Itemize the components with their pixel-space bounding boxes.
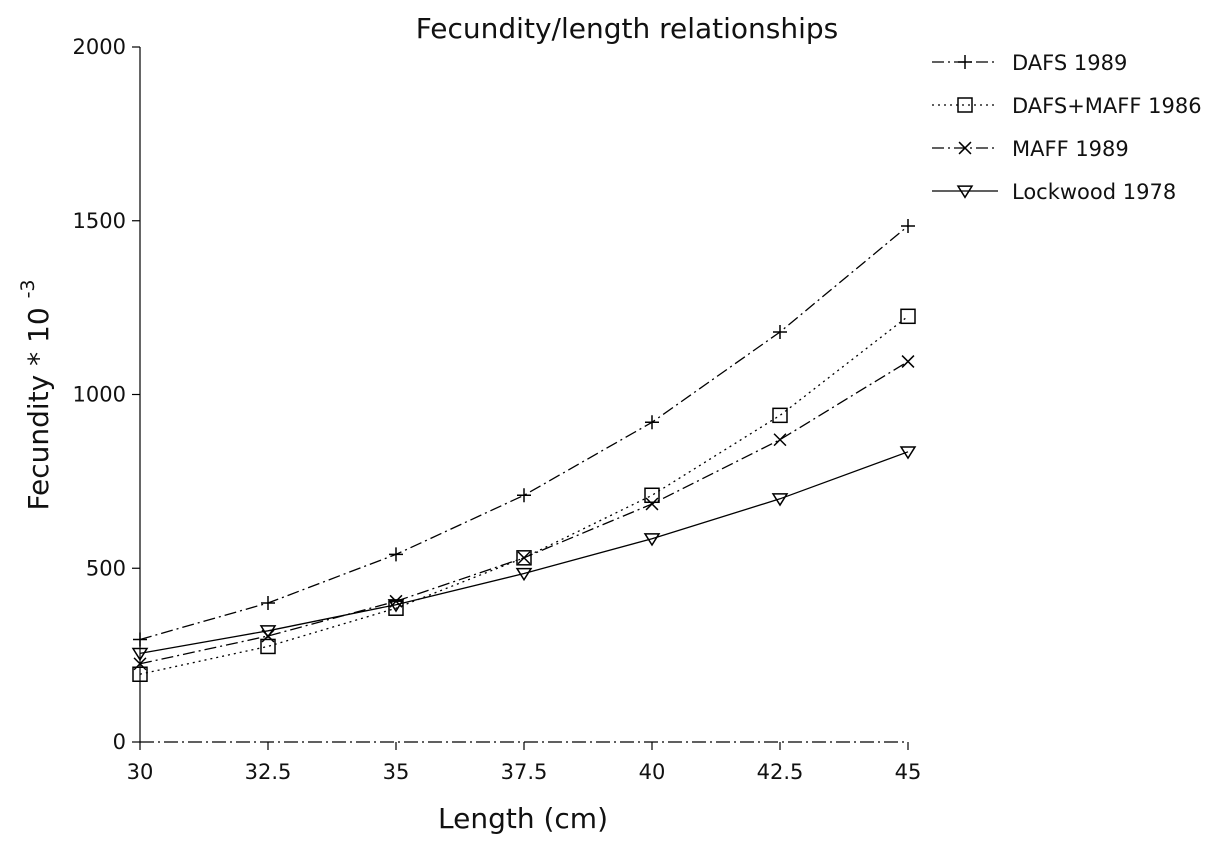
data-point-dafs-maff-1986 [132,666,148,682]
data-point-dafs-1989 [901,218,915,233]
x-tick-label: 45 [895,760,922,784]
legend-label-dafs-maff-1986: DAFS+MAFF 1986 [1012,94,1202,118]
data-point-lockwood-1978 [771,493,789,507]
data-point-dafs-1989 [133,632,147,647]
data-point-dafs-1989 [645,415,659,430]
data-point-maff-1989 [901,355,915,368]
legend-marker-lockwood-1978 [956,185,974,199]
legend-marker-dafs-maff-1986 [957,97,973,113]
x-tick-label: 32.5 [245,760,292,784]
series-line-maff-1989 [139,360,909,665]
data-point-dafs-1989 [389,547,403,562]
x-axis-title: Length (cm) [438,802,608,835]
x-tick-label: 35 [383,760,410,784]
data-point-dafs-1989 [773,324,787,339]
data-point-maff-1989 [517,551,531,565]
series-line-dafs-1989 [139,225,909,641]
axes: 0 500 1000 1500 2000 30 32.5 35 37.5 40 42.5 45 [73,35,922,784]
legend-marker-maff-1989 [958,141,972,155]
series-maff-1989 [133,355,915,671]
data-point-dafs-maff-1986 [900,308,916,325]
data-point-lockwood-1978 [387,599,405,613]
data-point-maff-1989 [645,497,659,511]
y-tick-label: 500 [86,556,126,580]
data-point-lockwood-1978 [899,446,917,460]
y-tick-label: 2000 [73,35,126,59]
x-tick-label: 42.5 [757,760,804,784]
data-point-dafs-1989 [517,488,531,503]
y-axis-title-group: Fecundity * 10 -3 [17,279,55,510]
legend-label-lockwood-1978: Lockwood 1978 [1012,180,1176,204]
data-point-lockwood-1978 [259,625,277,639]
data-point-dafs-maff-1986 [516,550,532,566]
data-point-dafs-maff-1986 [772,407,788,424]
chart-title: Fecundity/length relationships [416,12,839,45]
y-tick-label: 1000 [73,383,126,407]
y-axis-title-base: Fecundity * 10 [22,307,55,510]
legend-item-dafs-1989: DAFS 1989 [932,51,1127,75]
legend-item-lockwood-1978: Lockwood 1978 [932,180,1176,204]
y-tick-label: 1500 [73,209,126,233]
series-line-lockwood-1978 [139,451,909,655]
legend-label-dafs-1989: DAFS 1989 [1012,51,1127,75]
x-tick-label: 40 [639,760,666,784]
data-point-maff-1989 [773,433,787,447]
legend-item-dafs-maff-1986: DAFS+MAFF 1986 [932,94,1202,118]
y-axis-title-exponent: -3 [17,279,39,298]
legend-label-maff-1989: MAFF 1989 [1012,137,1129,161]
series-layer [131,218,917,682]
legend-item-maff-1989: MAFF 1989 [932,137,1129,161]
series-lockwood-1978 [131,446,917,662]
data-point-dafs-maff-1986 [644,487,660,504]
legend: DAFS 1989 DAFS+MAFF 1986 MAFF 1989 Lockwood… [932,51,1202,204]
data-point-dafs-1989 [261,596,275,610]
y-axis-title: Fecundity * 10 -3 [17,279,55,510]
y-tick-label: 0 [113,730,126,754]
x-tick-label: 30 [127,760,154,784]
legend-marker-dafs-1989 [958,55,972,69]
data-point-maff-1989 [133,657,147,671]
data-point-dafs-maff-1986 [260,638,276,655]
data-point-lockwood-1978 [131,647,149,662]
x-tick-label: 37.5 [501,760,548,784]
data-point-lockwood-1978 [643,533,661,547]
data-point-lockwood-1978 [515,567,533,582]
series-dafs-1989 [133,218,915,647]
